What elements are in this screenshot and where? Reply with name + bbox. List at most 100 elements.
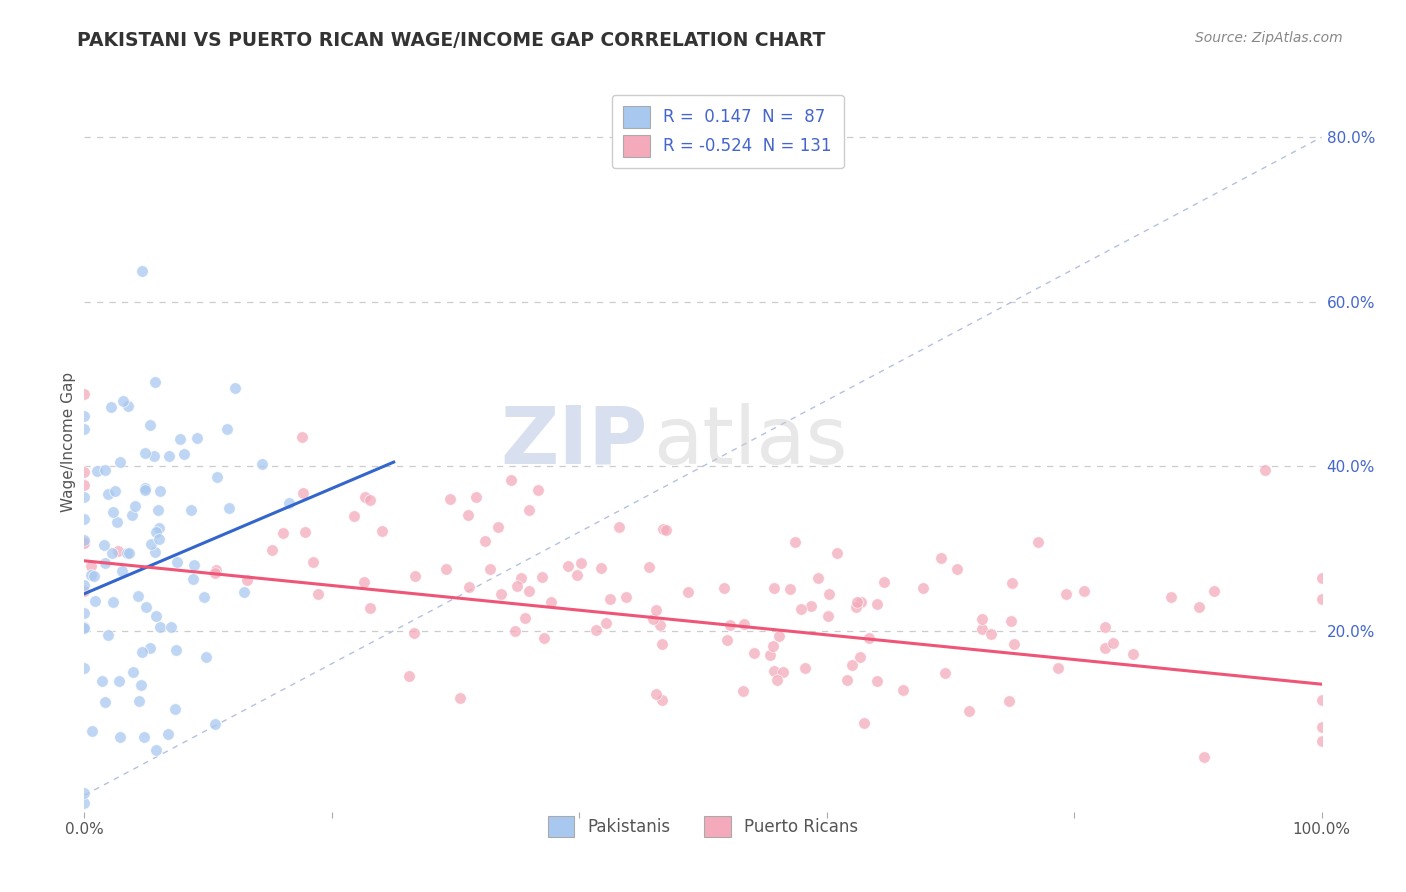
Point xyxy=(1188,600,1211,615)
Point xyxy=(1000,576,1022,591)
Point xyxy=(970,622,993,636)
Point xyxy=(911,582,934,596)
Point xyxy=(122,665,145,680)
Point xyxy=(648,618,671,632)
Point xyxy=(94,694,117,708)
Point xyxy=(143,375,166,389)
Point xyxy=(742,647,765,661)
Point xyxy=(353,490,375,504)
Point xyxy=(474,533,496,548)
Point xyxy=(186,431,208,445)
Point xyxy=(827,546,849,560)
Point xyxy=(73,386,96,401)
Point xyxy=(591,560,613,574)
Point xyxy=(607,520,630,534)
Point xyxy=(713,582,735,596)
Point xyxy=(759,648,782,663)
Point xyxy=(273,526,295,541)
Point xyxy=(101,594,124,608)
Point xyxy=(768,628,790,642)
Point xyxy=(73,422,96,436)
Point xyxy=(718,617,741,632)
Point xyxy=(73,797,96,811)
Point xyxy=(1310,591,1333,606)
Text: atlas: atlas xyxy=(654,402,848,481)
Point xyxy=(891,683,914,698)
Point xyxy=(224,381,246,395)
Point xyxy=(134,730,156,744)
Point xyxy=(73,535,96,549)
Point xyxy=(233,584,256,599)
Point xyxy=(145,609,167,624)
Point xyxy=(84,594,107,608)
Point xyxy=(733,684,755,698)
Point xyxy=(404,568,426,582)
Point xyxy=(353,575,375,590)
Point xyxy=(1000,614,1022,628)
Point xyxy=(148,521,170,535)
Point xyxy=(398,669,420,683)
Point xyxy=(134,446,156,460)
Point xyxy=(439,491,461,506)
Point xyxy=(1046,661,1069,675)
Point xyxy=(585,624,607,638)
Point xyxy=(236,574,259,588)
Point xyxy=(790,602,813,616)
Point xyxy=(93,537,115,551)
Point xyxy=(149,483,172,498)
Point xyxy=(73,536,96,550)
Point xyxy=(134,481,156,495)
Point xyxy=(599,591,621,606)
Point xyxy=(117,546,139,560)
Point xyxy=(638,560,661,574)
Point xyxy=(73,786,96,800)
Point xyxy=(1160,590,1182,604)
Point xyxy=(652,522,675,536)
Point xyxy=(533,631,555,645)
Point xyxy=(205,470,228,484)
Point xyxy=(478,562,501,576)
Point xyxy=(217,422,239,436)
Point xyxy=(1192,749,1215,764)
Point xyxy=(762,639,785,653)
Point xyxy=(517,502,540,516)
Point xyxy=(105,515,128,529)
Point xyxy=(143,545,166,559)
Point xyxy=(1310,693,1333,707)
Point xyxy=(131,645,153,659)
Point xyxy=(183,558,205,573)
Point xyxy=(866,674,889,689)
Point xyxy=(97,487,120,501)
Point xyxy=(73,491,96,505)
Point xyxy=(946,561,969,575)
Point xyxy=(565,567,588,582)
Point xyxy=(292,486,315,500)
Point xyxy=(218,500,240,515)
Point xyxy=(998,694,1021,708)
Point xyxy=(166,555,188,569)
Point xyxy=(404,626,426,640)
Point xyxy=(595,615,617,630)
Point xyxy=(540,595,562,609)
Point xyxy=(134,483,156,498)
Point xyxy=(111,394,134,409)
Point xyxy=(107,674,129,689)
Point xyxy=(91,673,114,688)
Point xyxy=(145,743,167,757)
Point xyxy=(302,556,325,570)
Point xyxy=(655,523,678,537)
Point xyxy=(359,600,381,615)
Point xyxy=(118,546,141,560)
Point xyxy=(980,627,1002,641)
Point xyxy=(527,483,550,498)
Point xyxy=(73,466,96,480)
Point xyxy=(837,673,859,688)
Point xyxy=(73,583,96,598)
Point xyxy=(851,595,873,609)
Point xyxy=(163,702,186,716)
Point xyxy=(194,650,217,665)
Point xyxy=(934,666,956,681)
Point xyxy=(139,417,162,432)
Point xyxy=(817,609,839,624)
Point xyxy=(929,551,952,566)
